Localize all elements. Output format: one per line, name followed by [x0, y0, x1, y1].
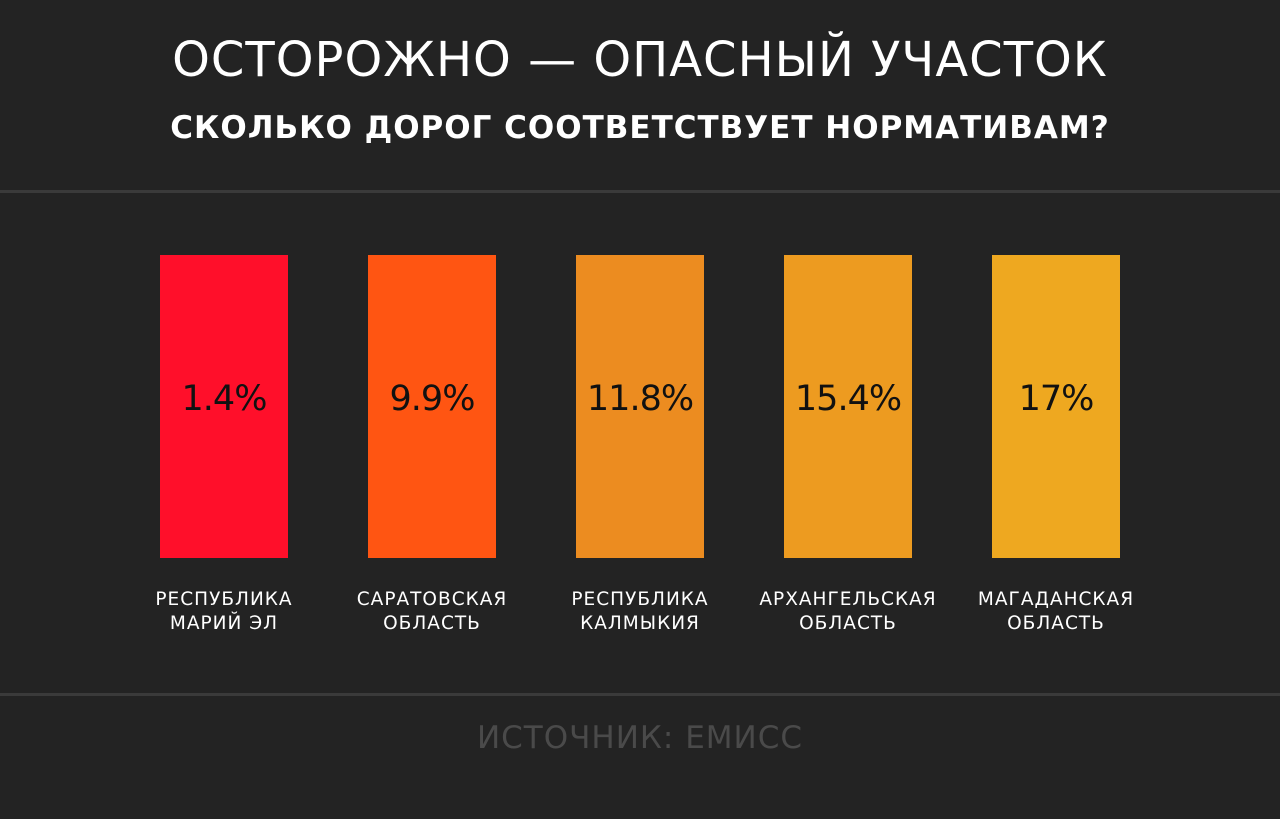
- top-divider: [0, 190, 1280, 193]
- category-label: САРАТОВСКАЯ ОБЛАСТЬ: [322, 588, 542, 636]
- category-label-line: ОБЛАСТЬ: [383, 613, 481, 634]
- source-note: ИСТОЧНИК: ЕМИСС: [476, 720, 804, 756]
- bar-value-label: 11.8%: [586, 379, 694, 419]
- category-label-line: РЕСПУБЛИКА: [155, 589, 293, 610]
- bar-5: 17%: [992, 255, 1120, 558]
- category-label: РЕСПУБЛИКА МАРИЙ ЭЛ: [114, 588, 334, 636]
- bar-value-label: 17%: [1018, 379, 1095, 419]
- chart-subtitle: СКОЛЬКО ДОРОГ СООТВЕТСТВУЕТ НОРМАТИВАМ?: [170, 110, 1110, 146]
- category-label-line: ОБЛАСТЬ: [1007, 613, 1105, 634]
- bar-value-label: 15.4%: [794, 379, 902, 419]
- category-label-line: КАЛМЫКИЯ: [580, 613, 700, 634]
- category-label-line: САРАТОВСКАЯ: [356, 589, 508, 610]
- chart-title: ОСТОРОЖНО — ОПАСНЫЙ УЧАСТОК: [172, 32, 1108, 88]
- category-label-line: МАГАДАНСКАЯ: [977, 589, 1135, 610]
- category-label: РЕСПУБЛИКА КАЛМЫКИЯ: [530, 588, 750, 636]
- category-label-line: РЕСПУБЛИКА: [571, 589, 709, 610]
- category-label: АРХАНГЕЛЬСКАЯ ОБЛАСТЬ: [738, 588, 958, 636]
- bar-4: 15.4%: [784, 255, 912, 558]
- bar-chart: 1.4% РЕСПУБЛИКА МАРИЙ ЭЛ 9.9% САРАТОВСКАЯ ОБЛ…: [0, 255, 1280, 655]
- bar-1: 1.4%: [160, 255, 288, 558]
- category-label-line: ОБЛАСТЬ: [799, 613, 897, 634]
- bar-3: 11.8%: [576, 255, 704, 558]
- bottom-divider: [0, 693, 1280, 696]
- category-label-line: МАРИЙ ЭЛ: [169, 613, 279, 634]
- bar-value-label: 9.9%: [389, 379, 476, 419]
- category-label-line: АРХАНГЕЛЬСКАЯ: [759, 589, 937, 610]
- bar-2: 9.9%: [368, 255, 496, 558]
- bar-value-label: 1.4%: [181, 379, 268, 419]
- category-label: МАГАДАНСКАЯ ОБЛАСТЬ: [946, 588, 1166, 636]
